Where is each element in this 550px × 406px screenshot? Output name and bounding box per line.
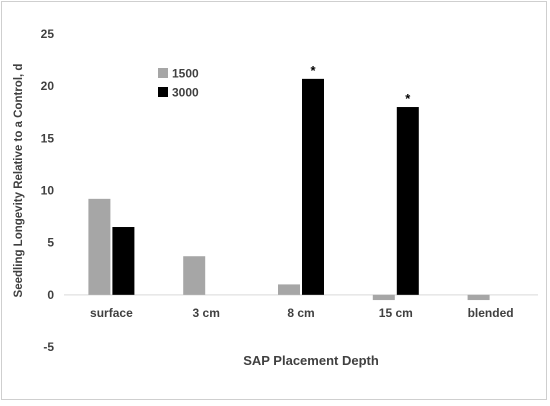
- significance-marker: *: [405, 91, 411, 106]
- bar-1500-blended: [467, 294, 490, 301]
- y-axis-title: Seedling Longevity Relative to a Control…: [13, 64, 25, 298]
- bar-3000-surface: [112, 227, 135, 295]
- x-tick-label: 8 cm: [287, 306, 314, 320]
- legend: 1500 3000: [158, 67, 199, 100]
- legend-label: 3000: [172, 86, 199, 100]
- x-tick-label: blended: [468, 306, 514, 320]
- x-axis-title: SAP Placement Depth: [243, 353, 379, 368]
- y-tick-label: -5: [43, 340, 54, 354]
- x-tick-label: 15 cm: [379, 306, 413, 320]
- x-tick-label: 3 cm: [193, 306, 220, 320]
- y-tick-label: 10: [41, 184, 55, 198]
- bar-1500-surface: [88, 198, 111, 295]
- chart-frame: -5 0 5 10 15 20 25 * * surface 3 cm 8 cm 15 cm blen…: [1, 1, 547, 400]
- bar-1500-8-cm: [278, 284, 300, 295]
- significance-marker: *: [310, 63, 316, 78]
- y-tick-labels: -5 0 5 10 15 20 25: [41, 27, 55, 354]
- legend-swatch: [158, 68, 168, 78]
- legend-label: 1500: [172, 67, 199, 81]
- y-tick-label: 25: [41, 27, 55, 41]
- legend-swatch: [158, 87, 168, 97]
- bar-1500-15-cm: [372, 294, 395, 301]
- bar-3000-8-cm: [302, 78, 324, 295]
- y-tick-label: 0: [47, 288, 54, 302]
- x-tick-labels: surface 3 cm 8 cm 15 cm blended: [90, 306, 514, 320]
- bars: [88, 78, 490, 301]
- significance-markers: **: [310, 63, 411, 106]
- y-tick-label: 15: [41, 131, 55, 145]
- x-tick-label: surface: [90, 306, 133, 320]
- bar-3000-15-cm: [396, 107, 419, 295]
- y-tick-label: 5: [47, 236, 54, 250]
- y-tick-label: 20: [41, 79, 55, 93]
- bar-1500-3-cm: [183, 256, 206, 295]
